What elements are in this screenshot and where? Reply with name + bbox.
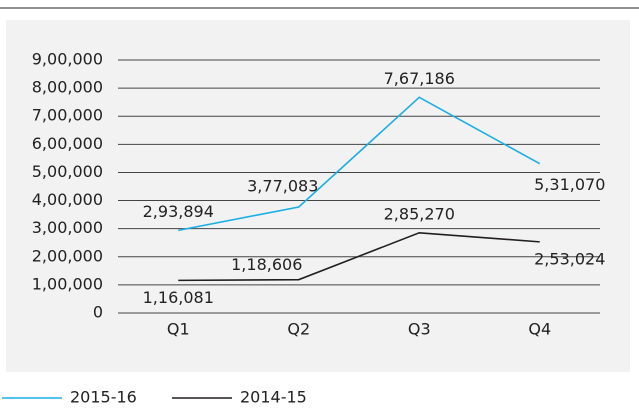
data-label: 3,77,083 [247,176,318,195]
y-tick-label: 7,00,000 [32,106,103,125]
y-tick-label: 0 [93,303,103,322]
data-label: 2,85,270 [384,204,455,223]
series-line [178,96,541,232]
y-tick-label: 1,00,000 [32,274,103,293]
data-label: 2,93,894 [143,202,214,221]
y-tick-label: 5,00,000 [32,162,103,181]
y-tick-label: 4,00,000 [32,190,103,209]
y-tick-label: 2,00,000 [32,246,103,265]
legend-label: 2014-15 [240,388,307,407]
data-label: 1,18,606 [231,255,302,274]
x-tick-label: Q3 [408,320,431,339]
y-tick-label: 3,00,000 [32,218,103,237]
y-tick-label: 8,00,000 [32,78,103,97]
y-tick-label: 6,00,000 [32,134,103,153]
legend-label: 2015-16 [70,388,137,407]
data-label: 7,67,186 [384,69,455,88]
data-label: 1,16,081 [143,288,214,307]
x-tick-label: Q1 [167,320,190,339]
x-tick-label: Q4 [528,320,551,339]
y-tick-label: 9,00,000 [32,50,103,69]
data-label: 5,31,070 [534,175,605,194]
data-label: 2,53,024 [534,249,605,268]
series-line [178,231,540,282]
x-tick-label: Q2 [287,320,310,339]
